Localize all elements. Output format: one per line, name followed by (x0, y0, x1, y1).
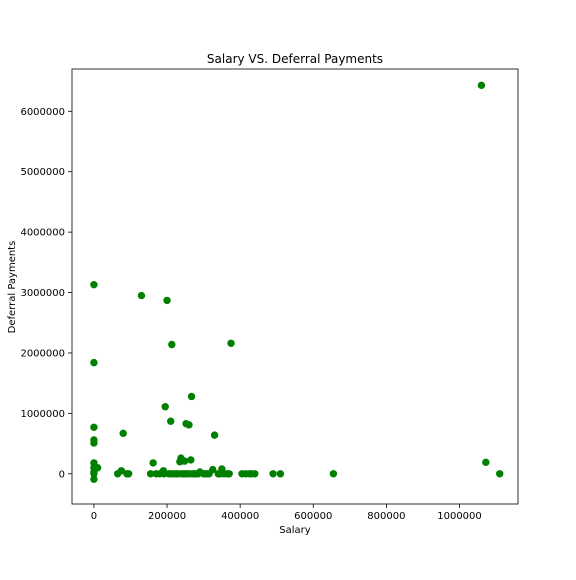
x-tick-label: 600000 (294, 511, 332, 522)
data-point (90, 439, 98, 447)
y-tick-label: 2000000 (20, 348, 65, 359)
data-point (90, 423, 98, 431)
data-point (482, 458, 490, 467)
x-tick-label: 800000 (367, 511, 405, 522)
data-point (90, 475, 98, 483)
y-tick-label: 6000000 (20, 107, 65, 118)
x-tick-label: 400000 (221, 511, 259, 522)
x-tick-label: 0 (91, 511, 97, 522)
plot-area (90, 81, 504, 483)
data-point (187, 392, 196, 401)
y-tick-label: 1000000 (20, 409, 65, 420)
plot-frame (71, 68, 519, 505)
data-point (93, 464, 102, 472)
data-point (137, 291, 146, 300)
data-point (168, 340, 176, 349)
data-point (329, 470, 338, 478)
data-point (227, 339, 235, 347)
data-point (210, 431, 219, 439)
data-point (124, 470, 133, 478)
data-point (167, 417, 175, 425)
data-point (477, 81, 486, 90)
data-point (90, 358, 98, 367)
x-tick-label: 1000000 (437, 511, 482, 522)
chart-title: Salary VS. Deferral Payments (207, 52, 383, 66)
data-point (161, 403, 169, 411)
data-point (251, 470, 259, 478)
x-axis-label: Salary (279, 525, 310, 536)
y-axis-label: Deferral Payments (7, 241, 18, 334)
y-tick-label: 4000000 (20, 228, 65, 239)
y-tick-label: 0 (59, 469, 65, 480)
x-tick-label: 200000 (148, 511, 186, 522)
data-point (149, 459, 157, 467)
y-tick-label: 3000000 (20, 288, 65, 299)
data-point (90, 280, 98, 289)
data-point (146, 470, 155, 478)
y-tick-label: 5000000 (20, 167, 65, 178)
data-point (185, 421, 193, 429)
data-point (117, 467, 126, 475)
data-point (276, 470, 285, 478)
data-point (119, 429, 127, 438)
data-point (496, 470, 504, 478)
data-point (225, 470, 233, 478)
data-point (269, 470, 277, 478)
data-point (209, 465, 217, 474)
data-point (187, 456, 195, 464)
data-point (180, 457, 189, 465)
data-point (163, 296, 171, 305)
data-point (90, 470, 98, 478)
